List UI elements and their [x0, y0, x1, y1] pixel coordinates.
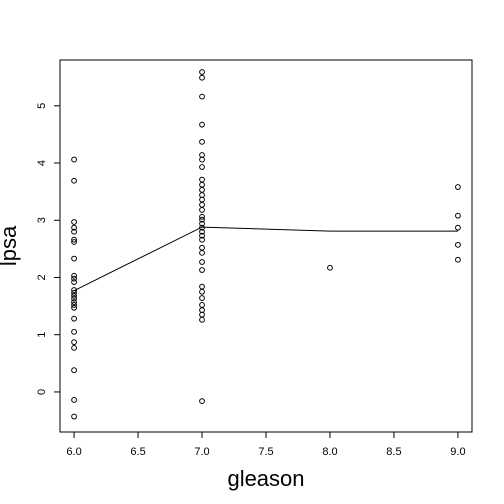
point [199, 288, 205, 295]
point [71, 156, 77, 163]
x-tick-label: 7.5 [258, 446, 273, 458]
x-tick-label: 8.0 [322, 446, 337, 458]
point [199, 232, 205, 239]
point [71, 295, 77, 302]
y-tick-label: 4 [36, 160, 48, 166]
point [71, 275, 77, 282]
point [199, 187, 205, 193]
point [199, 213, 205, 220]
point [199, 201, 205, 208]
point [455, 212, 461, 219]
point [199, 259, 205, 265]
point [71, 367, 77, 374]
point [199, 176, 205, 183]
x-tick-label: 9.0 [450, 446, 465, 458]
point [71, 287, 77, 293]
point [71, 292, 77, 299]
x-tick-label: 6.5 [130, 446, 145, 458]
point [199, 316, 205, 323]
point [71, 302, 77, 308]
x-axis-label: gleason [227, 466, 304, 491]
point [199, 244, 205, 251]
point [71, 304, 77, 311]
point [199, 295, 205, 301]
point [71, 397, 77, 403]
point [71, 339, 77, 346]
point [71, 177, 77, 184]
point [199, 249, 205, 256]
x-tick-label: 8.5 [386, 446, 401, 458]
point [71, 224, 77, 231]
smooth-line [73, 226, 458, 292]
point [71, 413, 77, 420]
point [71, 236, 77, 243]
point [71, 272, 77, 279]
point [455, 184, 461, 190]
point [71, 239, 77, 245]
x-tick-label: 6.0 [66, 446, 81, 458]
point [199, 267, 205, 273]
point [455, 241, 461, 248]
point [327, 264, 333, 271]
point [71, 328, 77, 335]
point [199, 283, 205, 290]
y-tick-label: 5 [36, 103, 48, 109]
point [71, 299, 77, 305]
point [199, 181, 205, 188]
point [199, 69, 205, 75]
point [455, 224, 461, 231]
y-tick-label: 0 [36, 389, 48, 395]
point [199, 164, 205, 170]
point [455, 256, 461, 263]
point [199, 207, 205, 213]
point [199, 74, 205, 81]
y-axis-label: lpsa [0, 225, 21, 266]
point [199, 236, 205, 243]
point [71, 279, 77, 285]
point [199, 93, 205, 100]
y-tick-label: 3 [36, 217, 48, 223]
y-tick-label: 2 [36, 274, 48, 280]
point [199, 220, 205, 227]
plot-frame [59, 59, 473, 433]
point [199, 228, 205, 235]
point [71, 315, 77, 322]
y-tick-label: 1 [36, 332, 48, 338]
point [71, 255, 77, 262]
point [71, 344, 77, 351]
point [199, 302, 205, 308]
point [71, 219, 77, 225]
point [199, 156, 205, 163]
point [199, 138, 205, 145]
point [199, 121, 205, 128]
point [71, 228, 77, 235]
point [199, 398, 205, 404]
point [199, 216, 205, 223]
x-tick-label: 7.0 [194, 446, 209, 458]
